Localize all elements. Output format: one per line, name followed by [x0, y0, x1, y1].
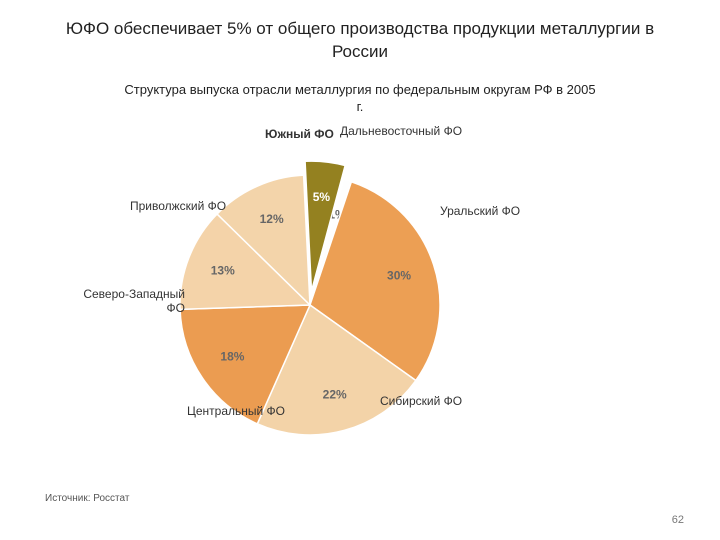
- slice-pct-3: 18%: [220, 350, 244, 364]
- slice-pct-6: 5%: [313, 190, 331, 204]
- page-number: 62: [672, 514, 684, 526]
- slice-pct-4: 13%: [211, 263, 235, 277]
- source-note: Источник: Росстат: [45, 493, 129, 504]
- slice-pct-1: 30%: [387, 268, 411, 282]
- chart-subtitle: Структура выпуска отрасли металлургия по…: [120, 82, 600, 116]
- slice-name-0: Дальневосточный ФО: [340, 125, 462, 139]
- slice-name-6: Южный ФО: [265, 128, 334, 142]
- page-title: ЮФО обеспечивает 5% от общего производст…: [40, 18, 680, 64]
- slice-pct-5: 12%: [260, 212, 284, 226]
- slice-name-3: Центральный ФО: [175, 405, 285, 419]
- slice-pct-2: 22%: [323, 387, 347, 401]
- slice-name-2: Сибирский ФО: [380, 395, 462, 409]
- slice-name-5: Приволжский ФО: [130, 200, 226, 214]
- slice-name-1: Уральский ФО: [440, 205, 520, 219]
- slice-name-4: Северо-Западный ФО: [75, 288, 185, 316]
